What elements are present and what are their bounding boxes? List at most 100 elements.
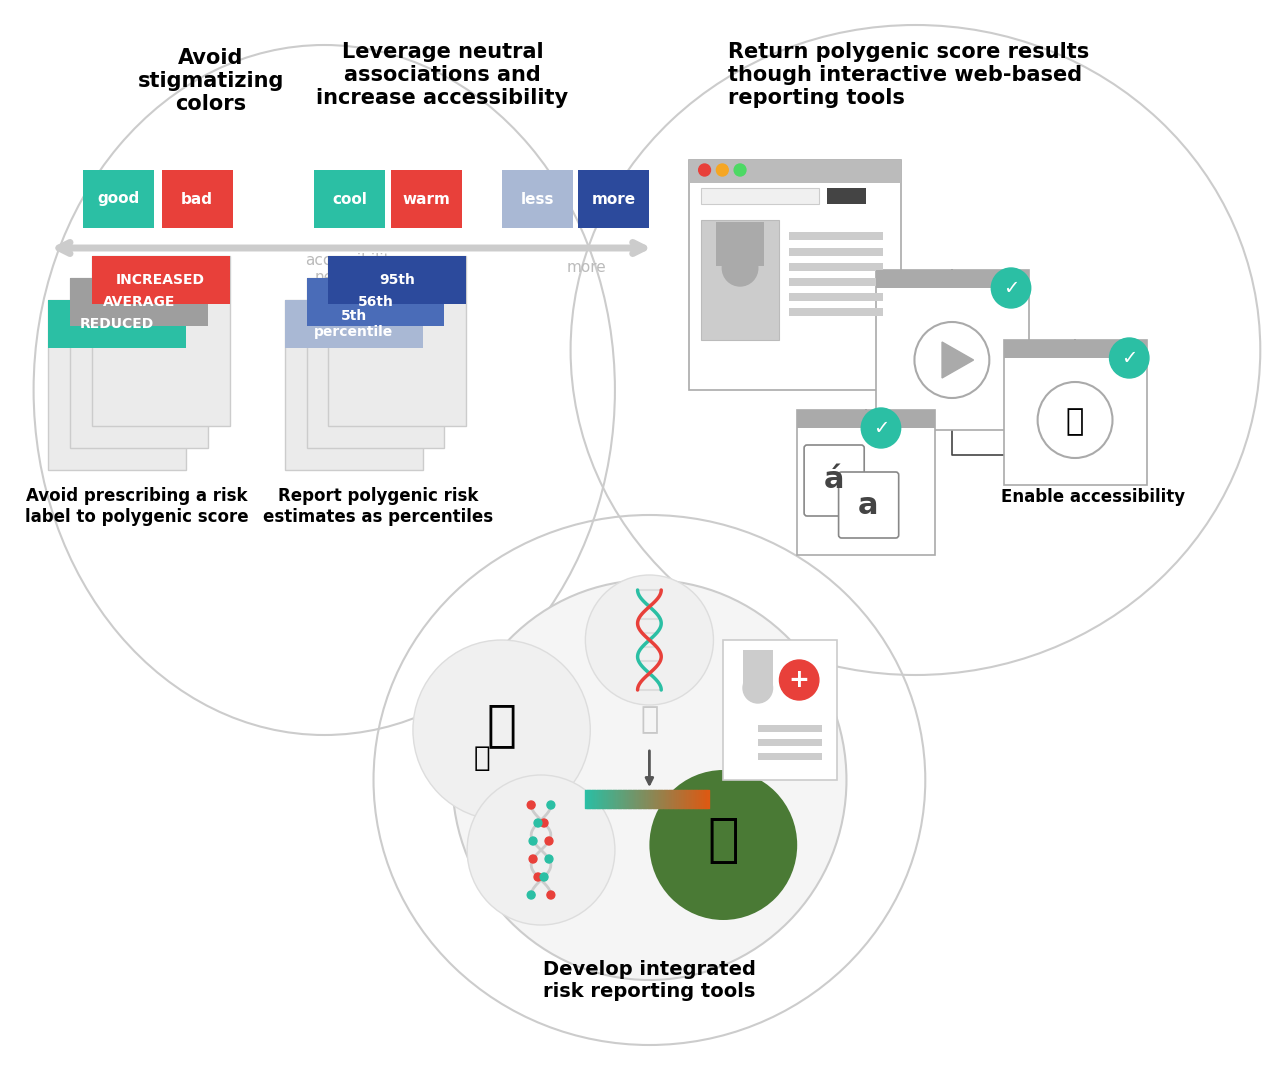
FancyBboxPatch shape — [700, 188, 819, 204]
Circle shape — [735, 164, 746, 176]
FancyBboxPatch shape — [838, 472, 899, 538]
Circle shape — [540, 819, 548, 827]
Text: Return polygenic score results
though interactive web-based
reporting tools: Return polygenic score results though in… — [728, 42, 1089, 108]
Circle shape — [780, 660, 819, 700]
Text: 🌳: 🌳 — [708, 814, 739, 866]
Circle shape — [545, 855, 553, 863]
Text: good: good — [97, 191, 140, 206]
FancyBboxPatch shape — [92, 256, 229, 304]
Text: bad: bad — [182, 191, 214, 206]
FancyBboxPatch shape — [285, 300, 422, 348]
Circle shape — [1038, 382, 1112, 458]
FancyBboxPatch shape — [392, 170, 462, 227]
FancyBboxPatch shape — [70, 278, 207, 449]
Circle shape — [914, 322, 989, 398]
Text: more: more — [591, 191, 636, 206]
FancyBboxPatch shape — [717, 222, 764, 266]
FancyBboxPatch shape — [328, 256, 466, 426]
Text: 95th: 95th — [379, 273, 415, 286]
Text: Avoid
stigmatizing
colors: Avoid stigmatizing colors — [138, 48, 284, 115]
Circle shape — [547, 891, 554, 899]
FancyBboxPatch shape — [306, 278, 444, 449]
Text: more: more — [567, 260, 607, 275]
Circle shape — [452, 580, 846, 980]
Circle shape — [742, 673, 773, 703]
FancyBboxPatch shape — [790, 232, 883, 240]
Text: Avoid prescribing a risk
label to polygenic score: Avoid prescribing a risk label to polyge… — [26, 487, 248, 526]
FancyBboxPatch shape — [758, 753, 822, 760]
FancyBboxPatch shape — [49, 300, 187, 348]
Circle shape — [467, 775, 614, 925]
Text: Report polygenic risk
estimates as percentiles: Report polygenic risk estimates as perce… — [264, 487, 494, 526]
Text: á: á — [823, 466, 844, 495]
Circle shape — [991, 268, 1030, 308]
FancyBboxPatch shape — [502, 170, 572, 227]
FancyBboxPatch shape — [790, 263, 883, 271]
Text: 56th: 56th — [357, 295, 393, 309]
FancyBboxPatch shape — [315, 170, 385, 227]
Text: 🥕: 🥕 — [474, 744, 490, 771]
Circle shape — [534, 819, 541, 827]
Text: a: a — [858, 490, 878, 519]
FancyBboxPatch shape — [790, 248, 883, 256]
FancyBboxPatch shape — [285, 300, 422, 470]
Circle shape — [529, 837, 538, 846]
FancyBboxPatch shape — [49, 300, 187, 470]
Circle shape — [585, 575, 713, 705]
Text: warm: warm — [403, 191, 451, 206]
FancyBboxPatch shape — [689, 160, 901, 389]
FancyBboxPatch shape — [876, 270, 1029, 430]
Text: REDUCED: REDUCED — [81, 317, 155, 330]
Circle shape — [547, 802, 554, 809]
FancyBboxPatch shape — [689, 160, 901, 183]
Text: INCREASED: INCREASED — [116, 273, 205, 286]
Circle shape — [699, 164, 710, 176]
FancyBboxPatch shape — [92, 256, 229, 426]
Circle shape — [545, 837, 553, 846]
Text: accessibility
neutrality: accessibility neutrality — [305, 253, 398, 285]
FancyBboxPatch shape — [723, 640, 837, 780]
Text: 🔊: 🔊 — [1066, 408, 1084, 437]
Circle shape — [540, 873, 548, 881]
FancyBboxPatch shape — [700, 220, 780, 340]
FancyBboxPatch shape — [790, 308, 883, 317]
FancyBboxPatch shape — [579, 170, 649, 227]
Text: less: less — [521, 191, 554, 206]
Text: less: less — [102, 260, 132, 275]
FancyBboxPatch shape — [161, 170, 233, 227]
Text: AVERAGE: AVERAGE — [102, 295, 175, 309]
FancyBboxPatch shape — [797, 410, 936, 428]
Polygon shape — [942, 342, 974, 378]
FancyBboxPatch shape — [876, 270, 1029, 288]
FancyBboxPatch shape — [758, 725, 822, 732]
FancyBboxPatch shape — [1004, 340, 1147, 485]
Text: cool: cool — [333, 191, 367, 206]
Circle shape — [527, 891, 535, 899]
FancyBboxPatch shape — [742, 650, 773, 685]
Circle shape — [413, 640, 590, 820]
Text: ✓: ✓ — [1121, 349, 1138, 367]
Text: Develop integrated
risk reporting tools: Develop integrated risk reporting tools — [543, 960, 756, 1001]
Circle shape — [722, 250, 758, 286]
Text: ✓: ✓ — [873, 418, 890, 438]
FancyBboxPatch shape — [70, 278, 207, 325]
Text: 5th
percentile: 5th percentile — [314, 309, 393, 339]
FancyBboxPatch shape — [790, 278, 883, 286]
Text: 🧑: 🧑 — [640, 706, 658, 735]
Text: Leverage neutral
associations and
increase accessibility: Leverage neutral associations and increa… — [316, 42, 568, 108]
FancyBboxPatch shape — [827, 188, 867, 204]
FancyBboxPatch shape — [804, 445, 864, 516]
Text: 🥦: 🥦 — [486, 701, 517, 749]
Circle shape — [861, 408, 901, 449]
Circle shape — [527, 802, 535, 809]
FancyBboxPatch shape — [758, 739, 822, 746]
Circle shape — [649, 770, 797, 920]
FancyBboxPatch shape — [328, 256, 466, 304]
Circle shape — [529, 855, 538, 863]
Text: +: + — [788, 668, 810, 692]
Circle shape — [1110, 338, 1149, 378]
Circle shape — [717, 164, 728, 176]
FancyBboxPatch shape — [1004, 340, 1147, 358]
FancyBboxPatch shape — [83, 170, 154, 227]
Circle shape — [534, 873, 541, 881]
